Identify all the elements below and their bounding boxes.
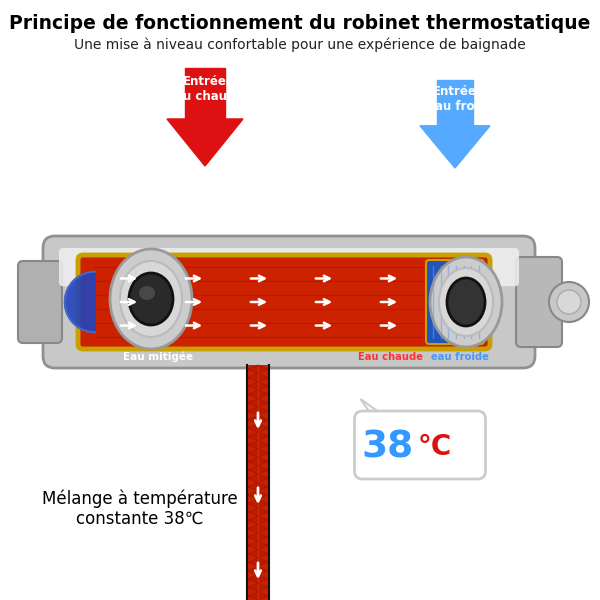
Polygon shape [247,449,269,457]
Polygon shape [185,68,225,119]
Polygon shape [247,524,269,533]
Polygon shape [247,533,269,541]
Polygon shape [247,566,269,575]
Ellipse shape [129,273,173,325]
Polygon shape [247,382,269,390]
FancyBboxPatch shape [18,261,62,343]
Polygon shape [247,491,269,499]
Polygon shape [247,550,269,558]
Text: Mélange à température: Mélange à température [42,490,238,509]
Polygon shape [247,407,269,415]
Polygon shape [247,373,269,382]
Polygon shape [247,558,269,566]
Polygon shape [247,432,269,440]
Text: Eau chaude: Eau chaude [358,352,423,362]
Polygon shape [247,466,269,474]
Polygon shape [247,415,269,424]
Text: constante 38℃: constante 38℃ [76,510,203,528]
Polygon shape [247,390,269,398]
FancyBboxPatch shape [78,255,490,349]
Ellipse shape [439,268,493,336]
Polygon shape [361,399,389,419]
Bar [247,365,269,600]
Polygon shape [247,440,269,449]
Text: eau froide: eau froide [431,352,489,362]
FancyBboxPatch shape [59,248,519,286]
Polygon shape [247,398,269,407]
Polygon shape [247,516,269,524]
Polygon shape [247,499,269,508]
Text: Principe de fonctionnement du robinet thermostatique: Principe de fonctionnement du robinet th… [10,14,590,33]
FancyBboxPatch shape [355,411,485,479]
FancyBboxPatch shape [426,260,484,344]
Ellipse shape [430,257,502,347]
Ellipse shape [447,278,485,326]
Circle shape [549,282,589,322]
Polygon shape [437,80,473,126]
Polygon shape [247,583,269,592]
Polygon shape [65,272,95,332]
Text: Une mise à niveau confortable pour une expérience de baignade: Une mise à niveau confortable pour une e… [74,38,526,52]
Text: 38: 38 [362,429,414,465]
Ellipse shape [110,249,192,349]
Polygon shape [420,126,490,168]
Polygon shape [247,457,269,466]
Text: °C: °C [418,433,452,461]
FancyBboxPatch shape [43,236,535,368]
Ellipse shape [139,286,155,300]
Polygon shape [247,474,269,482]
FancyBboxPatch shape [516,257,562,347]
Polygon shape [247,575,269,583]
Polygon shape [247,508,269,516]
Text: Entrée
eau chaude: Entrée eau chaude [167,76,243,103]
Ellipse shape [120,261,182,337]
Polygon shape [167,119,243,166]
Polygon shape [247,541,269,550]
Text: Entrée
d'eau froide: Entrée d'eau froide [415,85,495,113]
Polygon shape [247,592,269,600]
Polygon shape [247,365,269,373]
Polygon shape [247,424,269,432]
Circle shape [557,290,581,314]
Polygon shape [247,482,269,491]
Text: Eau mitigée: Eau mitigée [123,352,193,362]
